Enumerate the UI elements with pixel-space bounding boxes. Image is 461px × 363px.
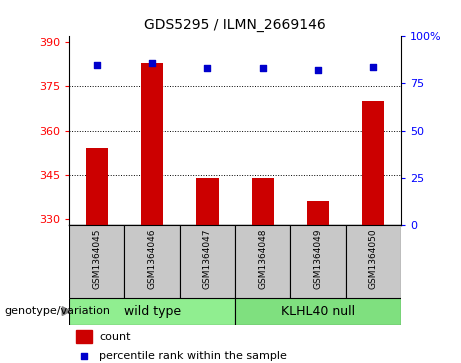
Bar [235, 298, 401, 325]
Point [148, 60, 156, 66]
Bar [362, 101, 384, 225]
Text: GSM1364045: GSM1364045 [92, 229, 101, 289]
Bar [141, 63, 163, 225]
Point [259, 65, 266, 71]
Point [314, 68, 322, 73]
Bar [252, 178, 274, 225]
Bar [86, 148, 108, 225]
Bar [196, 178, 219, 225]
Text: genotype/variation: genotype/variation [5, 306, 111, 316]
Point [93, 62, 100, 68]
Text: GSM1364050: GSM1364050 [369, 229, 378, 289]
Text: KLHL40 null: KLHL40 null [281, 305, 355, 318]
Bar [69, 298, 235, 325]
Bar [235, 225, 290, 298]
Bar [76, 330, 92, 343]
Bar [307, 201, 329, 225]
Bar [69, 225, 124, 298]
Text: GSM1364046: GSM1364046 [148, 229, 157, 289]
Bar [290, 225, 346, 298]
Text: GSM1364049: GSM1364049 [313, 229, 323, 289]
Point [80, 353, 88, 359]
Title: GDS5295 / ILMN_2669146: GDS5295 / ILMN_2669146 [144, 19, 326, 33]
Point [204, 65, 211, 71]
Polygon shape [62, 307, 71, 315]
Text: wild type: wild type [124, 305, 181, 318]
Bar [180, 225, 235, 298]
Bar [124, 225, 180, 298]
Text: GSM1364047: GSM1364047 [203, 229, 212, 289]
Bar [346, 225, 401, 298]
Text: count: count [99, 332, 130, 342]
Text: GSM1364048: GSM1364048 [258, 229, 267, 289]
Text: percentile rank within the sample: percentile rank within the sample [99, 351, 287, 361]
Point [370, 64, 377, 69]
